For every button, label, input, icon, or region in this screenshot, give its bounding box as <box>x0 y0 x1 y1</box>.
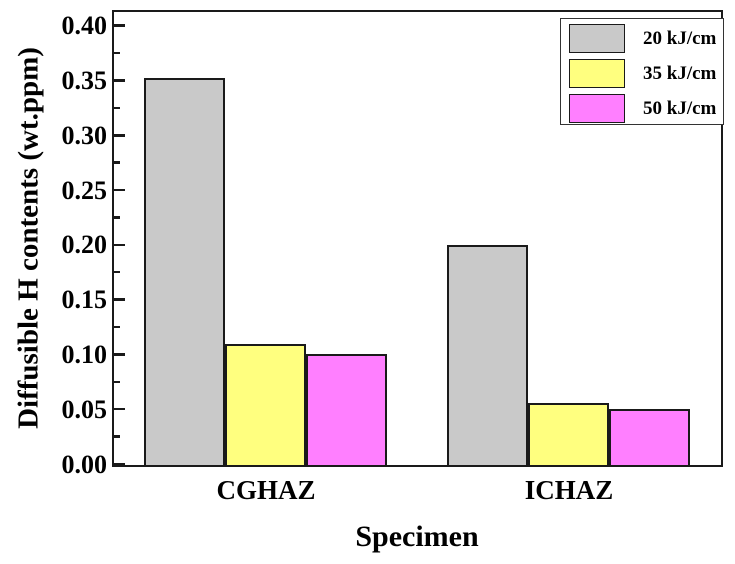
y-tick-label: 0.25 <box>61 175 108 205</box>
y-axis-minor-tick <box>114 435 120 438</box>
y-tick-label: 0.05 <box>61 394 108 424</box>
y-axis-major-tick <box>114 407 125 411</box>
y-tick-label: 0.10 <box>61 339 108 369</box>
y-axis-minor-tick <box>114 270 120 274</box>
y-axis-major-tick <box>114 188 125 192</box>
bar-ichaz-50kjcm <box>609 409 690 465</box>
y-tick-label: 0.00 <box>61 449 108 479</box>
y-axis-major-tick <box>114 24 125 27</box>
x-category-label-cghaz: CGHAZ <box>216 475 316 505</box>
bar-cghaz-20kjcm <box>144 78 225 465</box>
y-axis-minor-tick <box>114 325 120 329</box>
legend-item-35kjcm: 35 kJ/cm <box>561 59 723 88</box>
legend-label-20kjcm: 20 kJ/cm <box>643 27 717 49</box>
y-axis-major-tick <box>114 79 125 82</box>
y-tick-label: 0.40 <box>61 11 108 41</box>
y-axis-major-tick <box>114 462 125 466</box>
y-tick-label: 0.20 <box>61 230 108 260</box>
x-category-label-ichaz: ICHAZ <box>524 475 614 505</box>
legend-item-20kjcm: 20 kJ/cm <box>561 24 723 53</box>
y-axis-minor-tick <box>114 216 120 219</box>
y-tick-label: 0.30 <box>61 120 108 150</box>
legend-swatch-35kjcm <box>569 59 625 88</box>
bar-cghaz-50kjcm <box>306 354 387 465</box>
y-axis-major-tick <box>114 353 125 356</box>
legend-swatch-50kjcm <box>569 94 625 123</box>
legend-label-50kjcm: 50 kJ/cm <box>643 97 717 119</box>
bar-ichaz-35kjcm <box>528 402 609 465</box>
y-axis-major-tick <box>114 134 125 137</box>
legend-item-50kjcm: 50 kJ/cm <box>561 94 723 123</box>
legend: 20 kJ/cm 35 kJ/cm 50 kJ/cm <box>560 18 724 125</box>
y-axis-major-tick <box>114 243 125 247</box>
y-axis-minor-tick <box>114 106 120 110</box>
x-axis-title: Specimen <box>355 520 479 553</box>
y-tick-label: 0.15 <box>61 285 108 315</box>
bar-cghaz-35kjcm <box>225 344 306 465</box>
bar-ichaz-20kjcm <box>447 244 528 465</box>
y-axis-major-tick <box>114 298 125 301</box>
plot-area <box>112 10 723 467</box>
legend-label-35kjcm: 35 kJ/cm <box>643 62 717 84</box>
y-axis-minor-tick <box>114 161 120 164</box>
y-axis-minor-tick <box>114 380 120 384</box>
legend-swatch-20kjcm <box>569 24 625 53</box>
y-axis-minor-tick <box>114 51 120 55</box>
y-tick-label: 0.35 <box>61 65 108 95</box>
